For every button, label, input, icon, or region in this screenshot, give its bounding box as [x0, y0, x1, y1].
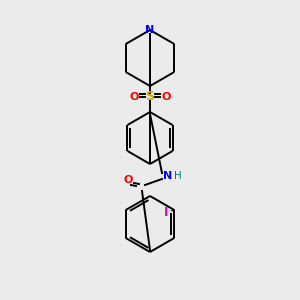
Text: N: N	[164, 171, 172, 181]
Text: N: N	[146, 25, 154, 35]
Text: H: H	[174, 171, 182, 181]
Text: O: O	[129, 92, 139, 102]
Text: I: I	[164, 206, 169, 218]
Text: O: O	[161, 92, 171, 102]
Text: O: O	[123, 175, 133, 185]
Text: S: S	[146, 91, 154, 103]
